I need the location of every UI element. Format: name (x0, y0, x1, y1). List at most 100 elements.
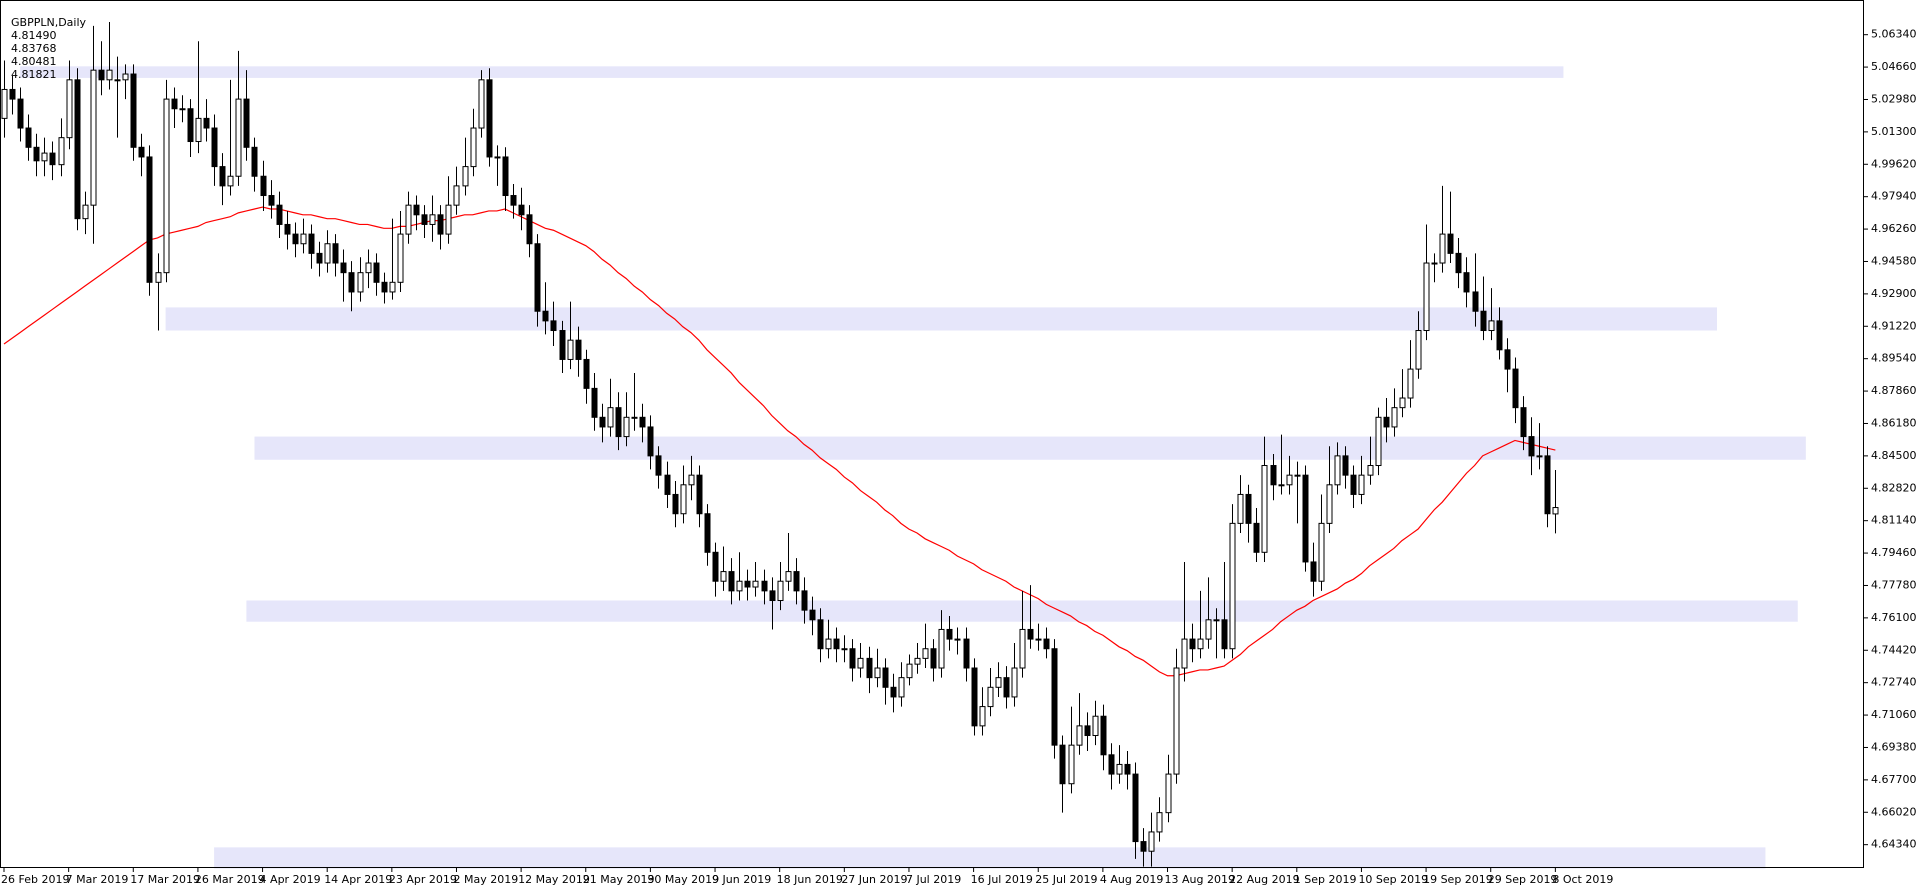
candle-body (1302, 474, 1309, 563)
candle-body (841, 648, 848, 651)
candle-body (728, 571, 735, 592)
candle-body (922, 648, 929, 659)
y-tick-label: 4.94580 (1871, 254, 1916, 267)
candle-body (631, 416, 638, 419)
candle-body (1536, 455, 1543, 458)
y-tick-label: 4.82820 (1871, 481, 1916, 494)
candle-body (1181, 638, 1188, 669)
candle-body (373, 262, 380, 283)
candle-body (405, 204, 412, 235)
candle-body (9, 88, 16, 100)
candle-body (1156, 812, 1163, 833)
candle-body (1552, 507, 1559, 515)
ohlc-high: 4.83768 (11, 42, 57, 55)
candle-body (316, 252, 323, 264)
candle-body (1496, 320, 1503, 351)
candle-body (550, 320, 557, 332)
candle-body (664, 474, 671, 495)
y-tick-label: 5.06340 (1871, 28, 1916, 41)
candle-body (130, 73, 137, 148)
y-tick-label: 5.01300 (1871, 125, 1916, 138)
y-tick-label: 4.67700 (1871, 773, 1916, 786)
candle-body (1173, 667, 1180, 775)
x-tick-label: 14 Apr 2019 (324, 873, 392, 886)
candle-body (1415, 330, 1422, 370)
candle-body (187, 108, 194, 143)
candle-body (680, 484, 687, 515)
candle-body (1253, 522, 1260, 553)
x-tick-label: 13 Aug 2019 (1165, 873, 1235, 886)
candle-body (1520, 407, 1527, 438)
candle-body (1431, 262, 1438, 265)
candle-body (1544, 455, 1551, 515)
x-tick-label: 17 Mar 2019 (130, 873, 200, 886)
candle-body (1439, 233, 1446, 264)
candle-body (494, 156, 501, 159)
x-tick-label: 21 May 2019 (583, 873, 655, 886)
candle-body (1399, 397, 1406, 409)
zone (20, 66, 1564, 78)
candle-body (453, 185, 460, 206)
x-tick-label: 25 Jul 2019 (1035, 873, 1097, 886)
candle-body (486, 79, 493, 158)
x-tick-label: 23 Apr 2019 (389, 873, 457, 886)
candle-body (777, 580, 784, 602)
y-tick-label: 4.72740 (1871, 676, 1916, 689)
candle-body (1035, 638, 1042, 641)
candle-body (1528, 436, 1535, 457)
y-tick-label: 4.91220 (1871, 319, 1916, 332)
y-tick-label: 4.97940 (1871, 190, 1916, 203)
candle-body (445, 204, 452, 235)
candle-body (938, 628, 945, 669)
x-tick-label: 9 Jun 2019 (712, 873, 771, 886)
candle-body (17, 98, 24, 129)
candle-body (1350, 474, 1357, 495)
x-tick-label: 19 Sep 2019 (1423, 873, 1493, 886)
candle-body (1011, 667, 1018, 698)
candle-body (1318, 522, 1325, 582)
candle-body (971, 667, 978, 727)
y-tick-label: 4.71060 (1871, 708, 1916, 721)
candle-body (332, 243, 339, 264)
candle-body (49, 152, 56, 166)
x-tick-label: 2 May 2019 (453, 873, 518, 886)
x-tick-label: 7 Mar 2019 (66, 873, 129, 886)
candle-body (1092, 715, 1099, 737)
candle-body (211, 127, 218, 168)
candle-body (1213, 619, 1220, 622)
candle-body (106, 69, 113, 81)
candle-body (146, 156, 153, 283)
candle-body (421, 214, 428, 225)
zone (254, 436, 1806, 460)
candle-body (437, 214, 444, 235)
candle-body (575, 339, 582, 360)
candle-body (1100, 715, 1107, 756)
candle-body (308, 233, 315, 254)
chart-header: GBPPLN,Daily 4.81490 4.83768 4.80481 4.8… (4, 3, 91, 81)
candle-body (583, 358, 590, 389)
y-tick-label: 4.64340 (1871, 838, 1916, 851)
x-tick-label: 26 Mar 2019 (195, 873, 265, 886)
candle-body (559, 330, 566, 360)
candle-body (1294, 474, 1301, 477)
candle-body (615, 407, 622, 438)
candle-body (954, 638, 961, 641)
candle-body (470, 127, 477, 168)
candle-body (655, 455, 662, 476)
x-tick-label: 7 Jul 2019 (906, 873, 961, 886)
candle-body (1367, 465, 1374, 476)
candle-body (1076, 725, 1083, 746)
x-tick-label: 27 Jun 2019 (841, 873, 907, 886)
candle-body (1358, 474, 1365, 495)
y-tick-label: 4.89540 (1871, 352, 1916, 365)
x-tick-label: 10 Sep 2019 (1358, 873, 1428, 886)
candle-body (243, 98, 250, 148)
candle-body (1504, 349, 1511, 370)
candle-body (502, 156, 509, 197)
candle-body (1084, 725, 1091, 737)
candle-body (1140, 841, 1147, 852)
x-tick-label: 12 May 2019 (518, 873, 590, 886)
candle-body (90, 69, 97, 206)
candle-body (195, 117, 202, 143)
